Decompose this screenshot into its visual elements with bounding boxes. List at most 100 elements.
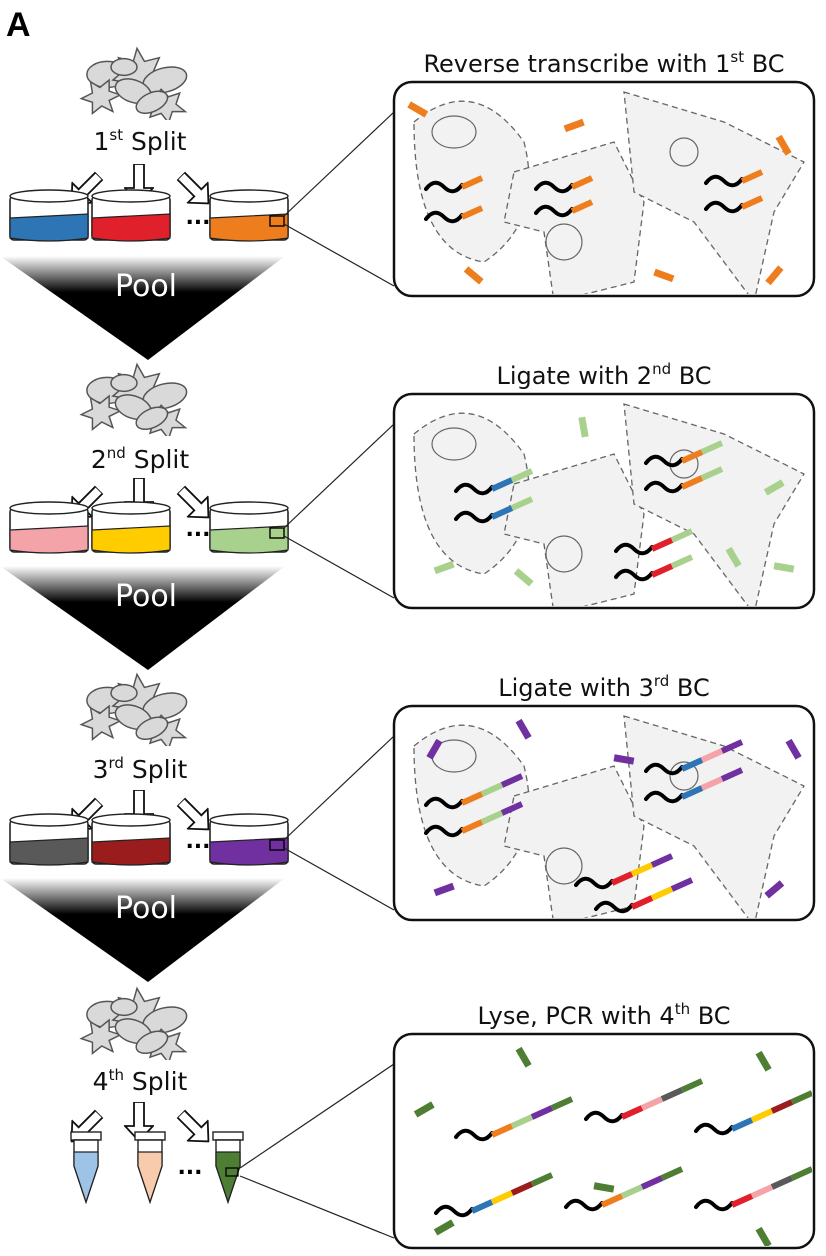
dish-pink — [9, 501, 89, 554]
cell-clump-icon — [80, 363, 191, 436]
round-3: 3rd Split... Pool — [0, 673, 289, 982]
transcript-barcode — [584, 1078, 704, 1124]
free-barcode — [433, 560, 455, 575]
barcode-segment-light_green — [620, 1184, 644, 1199]
zoom-line-bottom — [283, 535, 395, 599]
tube-liquid — [73, 1151, 99, 1204]
barcode-segment-light_green — [510, 468, 534, 483]
dish-gray — [9, 813, 89, 866]
free-barcode — [613, 754, 635, 765]
free-barcode — [773, 562, 795, 573]
dish-rim — [91, 813, 171, 827]
zoom-box — [269, 215, 285, 227]
zoom-panel-3: Ligate with 3rd BC — [283, 672, 816, 922]
nucleus — [545, 847, 583, 885]
barcode-segment-orange — [570, 199, 594, 214]
zoom-panel-2: Ligate with 2nd BC — [283, 360, 816, 610]
barcode-segment-light_green — [510, 1114, 534, 1129]
split-label-4-sup: th — [109, 1066, 124, 1084]
barcode-segment-orange — [740, 169, 764, 184]
pool-triangle — [0, 566, 285, 670]
split-label-3-main: 3 — [93, 755, 109, 784]
zoom-line-top — [283, 735, 395, 841]
cell-clump-icon — [80, 47, 191, 120]
free-barcode — [653, 268, 675, 283]
transcript-barcode — [644, 739, 744, 776]
cell-outline — [623, 715, 805, 918]
free-barcode — [515, 1046, 532, 1068]
barcode-segment-dark_green — [790, 1166, 812, 1181]
zoom-panel-frame — [392, 1032, 816, 1250]
zoom-box — [269, 839, 285, 851]
split-label-4-tail: Split — [124, 1067, 188, 1096]
barcode-segment-dark_red — [770, 1099, 794, 1114]
barcode-segment-dark_green — [660, 1166, 684, 1181]
barcode-segment-orange — [490, 1123, 514, 1138]
transcript-barcode — [614, 528, 694, 556]
free-barcode — [413, 1101, 435, 1118]
free-barcode — [785, 738, 802, 760]
step-title-2-main: Ligate with 2 — [496, 362, 652, 390]
transcript-barcode — [454, 1096, 574, 1142]
zoom-box — [225, 1167, 239, 1177]
transcript-barcode — [454, 496, 534, 524]
tube-cap — [70, 1131, 102, 1141]
step-title-3: Ligate with 3rd BC — [498, 672, 709, 702]
step-title-1-sup: st — [730, 48, 744, 66]
transcript-barcode — [574, 853, 674, 890]
pool-funnel: Pool — [0, 256, 285, 360]
cell-outline — [503, 141, 645, 294]
transcript-barcode — [694, 1166, 812, 1212]
transcript-barcode — [534, 175, 594, 194]
dish-liquid — [209, 213, 289, 242]
step-title-2-tail: BC — [671, 362, 711, 390]
transcript-barcode — [644, 440, 724, 468]
step-title-1-main: Reverse transcribe with 1 — [423, 50, 730, 78]
split-label-4-main: 4 — [93, 1067, 109, 1096]
zoom-box — [269, 527, 285, 539]
barcode-segment-blue — [730, 1117, 754, 1132]
split-label-3-tail: Split — [124, 755, 188, 784]
arrow-down-right-icon — [170, 1103, 220, 1153]
free-barcode — [433, 1219, 455, 1236]
ellipsis-label: ... — [185, 829, 210, 854]
barcode-segment-purple — [640, 1175, 664, 1190]
free-barcode — [593, 1182, 615, 1193]
barcode-segment-blue — [680, 785, 704, 800]
dish-liquid — [91, 525, 171, 554]
step-title-4-sup: th — [675, 1000, 690, 1018]
barcode-segment-orange — [600, 1193, 624, 1208]
dish-dark_red — [91, 813, 171, 866]
transcript-barcode — [424, 175, 484, 194]
free-barcode — [515, 718, 532, 740]
barcode-segment-orange — [460, 205, 484, 220]
free-barcode — [433, 882, 455, 897]
zoom-line-top — [283, 423, 395, 529]
split-label-2: 2nd Split — [91, 444, 190, 474]
ellipsis-label: ... — [185, 205, 210, 230]
barcode-segment-light_green — [480, 782, 504, 797]
dish-liquid — [9, 837, 89, 866]
barcode-segment-purple — [670, 877, 694, 892]
barcode-segment-purple — [720, 767, 744, 782]
transcript-barcode — [564, 1166, 684, 1212]
step-title-4-main: Lyse, PCR with 4 — [477, 1002, 674, 1030]
zoom-line-top — [283, 111, 395, 217]
dish-rim — [9, 813, 89, 827]
step-title-1-tail: BC — [744, 50, 784, 78]
pool-funnel: Pool — [0, 878, 285, 982]
barcode-segment-dark_green — [790, 1090, 812, 1105]
dish-yellow — [91, 501, 171, 554]
barcode-segment-light_green — [700, 466, 724, 481]
barcode-segment-orange — [460, 819, 484, 834]
pool-label: Pool — [115, 891, 177, 926]
dish-purple — [209, 813, 289, 866]
barcode-segment-yellow — [750, 1108, 774, 1123]
barcode-segment-red — [620, 1105, 644, 1120]
nucleus — [545, 223, 583, 261]
nucleus — [545, 535, 583, 573]
step-title-4-tail: BC — [690, 1002, 730, 1030]
barcode-segment-purple — [500, 801, 524, 816]
barcode-segment-red — [650, 537, 674, 552]
barcode-segment-red — [730, 1193, 754, 1208]
